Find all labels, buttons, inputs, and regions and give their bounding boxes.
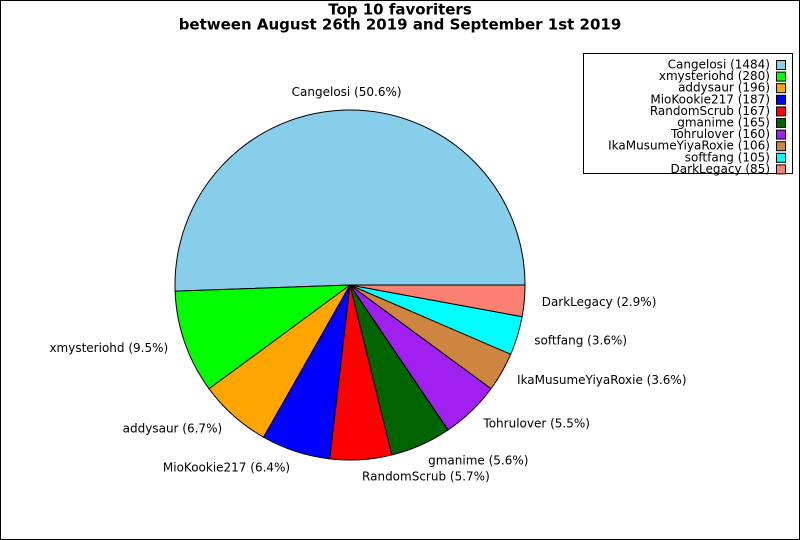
slice-label: gmanime (5.6%) (428, 453, 528, 467)
legend-label: Cangelosi (1484) (668, 58, 770, 72)
pie-slice (174, 109, 526, 292)
pie-slice (349, 284, 526, 318)
legend-swatch (776, 129, 786, 140)
chart-subtitle: between August 26th 2019 and September 1… (179, 16, 622, 34)
legend-swatch (776, 106, 786, 117)
legend-swatch (776, 94, 786, 105)
slice-label: RandomScrub (5.7%) (362, 470, 490, 484)
slice-label: Tohrulover (5.5%) (482, 416, 590, 430)
legend-swatch (776, 60, 786, 70)
legend-label: gmanime (165) (677, 116, 770, 130)
legend-label: addysaur (196) (678, 81, 770, 95)
legend-label: Tohrulover (160) (670, 127, 770, 141)
slice-label: MioKookie217 (6.4%) (163, 460, 290, 474)
legend-swatch (776, 83, 786, 94)
legend-label: DarkLegacy (85) (671, 162, 770, 176)
legend-swatch (776, 141, 786, 152)
legend-label: xmysteriohd (280) (659, 69, 770, 83)
slice-label: Cangelosi (50.6%) (292, 85, 402, 99)
legend-swatch (776, 152, 786, 163)
legend-label: MioKookie217 (187) (650, 92, 770, 106)
legend-swatch (776, 164, 786, 175)
slice-label: softfang (3.6%) (534, 333, 627, 347)
legend-label: RandomScrub (167) (650, 104, 770, 118)
legend-swatch (776, 71, 786, 82)
slice-label: DarkLegacy (2.9%) (542, 295, 657, 309)
pie-slice (174, 284, 352, 390)
slice-label: addysaur (6.7%) (123, 421, 223, 435)
legend-label: IkaMusumeYiyaRoxie (106) (608, 139, 770, 153)
legend-label: softfang (105) (685, 150, 770, 164)
slice-label: IkaMusumeYiyaRoxie (3.6%) (517, 373, 686, 387)
chart-title: Top 10 favoriters (328, 1, 472, 19)
legend-box (583, 53, 793, 174)
slice-label: xmysteriohd (9.5%) (49, 341, 168, 355)
legend-swatch (776, 118, 786, 128)
